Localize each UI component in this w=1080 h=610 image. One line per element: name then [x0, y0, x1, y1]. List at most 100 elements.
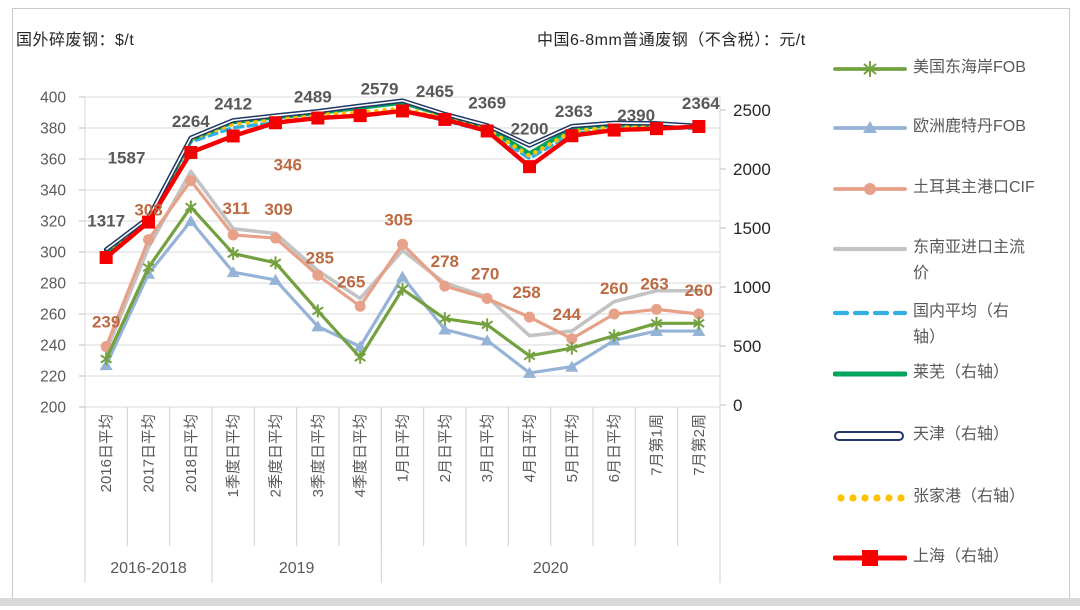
- x-axis-category-label: 2季度日平均: [268, 414, 285, 497]
- right-axis-tick-label: 2000: [733, 160, 771, 179]
- marker-triangle: [311, 320, 325, 332]
- marker-circle: [608, 308, 620, 320]
- series-line: [104, 169, 701, 354]
- x-axis-category-label: 3月日平均: [479, 414, 496, 482]
- x-axis-category-label: 2018日平均: [183, 414, 200, 492]
- series-shanghai-right: [99, 104, 706, 264]
- left-axis-tick-label: 340: [40, 183, 66, 200]
- series-tianjin-right: [103, 98, 702, 252]
- marker-asterisk: [396, 282, 409, 296]
- marker-square: [353, 109, 367, 123]
- series-line: [104, 179, 701, 349]
- data-label: 2390: [617, 106, 655, 125]
- data-label: 258: [512, 283, 540, 302]
- data-label: 239: [92, 313, 120, 332]
- data-label: 260: [600, 279, 628, 298]
- x-axis-category-label: 1月日平均: [395, 414, 412, 482]
- marker-circle: [651, 303, 662, 315]
- left-axis-tick-label: 220: [40, 369, 66, 386]
- marker-asterisk: [311, 304, 324, 318]
- marker-triangle: [480, 334, 494, 346]
- bottom-edge-strip: [0, 598, 1080, 606]
- marker-triangle: [523, 366, 536, 378]
- marker-square: [692, 120, 706, 134]
- data-label: 2579: [361, 80, 399, 99]
- x-axis-category-label: 2017日平均: [141, 414, 158, 492]
- series-southeast-asia-import: [104, 169, 701, 354]
- marker-square: [396, 104, 409, 118]
- marker-asterisk: [354, 350, 367, 364]
- left-axis-tick-label: 240: [40, 338, 66, 355]
- x-axis-category-label: 7月第1周: [648, 414, 666, 476]
- data-label: 263: [640, 274, 668, 293]
- x-axis-category-label: 1季度日平均: [225, 414, 242, 497]
- data-label: 1587: [108, 149, 146, 168]
- data-label: 244: [553, 305, 582, 324]
- marker-square: [523, 160, 536, 174]
- marker-circle: [481, 293, 493, 304]
- marker-circle: [524, 311, 535, 323]
- data-label: 2489: [294, 87, 332, 106]
- marker-asterisk: [692, 316, 705, 330]
- x-axis-category-label: 4季度日平均: [352, 414, 369, 497]
- series-europe-rotterdam-fob: [99, 215, 706, 378]
- data-label: 285: [306, 248, 334, 267]
- right-axis-tick-label: 1500: [733, 219, 771, 238]
- data-label: 2364: [682, 94, 720, 113]
- left-axis-tick-label: 300: [40, 245, 66, 262]
- marker-square: [607, 123, 621, 137]
- marker-square: [311, 111, 325, 125]
- right-axis-tick-label: 1000: [733, 278, 771, 297]
- x-axis-group-label: 2016-2018: [110, 560, 187, 577]
- x-axis-category-label: 4月日平均: [522, 414, 539, 482]
- data-label: 305: [384, 210, 412, 229]
- marker-asterisk: [523, 349, 536, 363]
- x-axis: 2016日平均 2017日平均 2018日平均 1季度日平均 2季度日平均 3季度日平均 4…: [84, 407, 721, 583]
- data-label: 2465: [416, 82, 454, 101]
- data-label: 346: [274, 156, 302, 175]
- marker-circle: [397, 238, 408, 250]
- marker-asterisk: [184, 200, 197, 214]
- marker-circle: [312, 269, 324, 281]
- data-label: 270: [471, 265, 499, 284]
- marker-asterisk: [608, 329, 621, 343]
- marker-square: [269, 116, 282, 130]
- marker-asterisk: [438, 312, 451, 326]
- x-axis-category-label: 6月日平均: [606, 414, 623, 482]
- left-axis-tick-label: 260: [40, 307, 66, 324]
- chart-frame: [12, 8, 1070, 598]
- marker-asterisk: [142, 261, 155, 274]
- marker-triangle: [438, 323, 452, 335]
- marker-circle: [143, 234, 154, 246]
- marker-circle: [693, 308, 705, 320]
- data-label: 309: [264, 200, 292, 219]
- marker-asterisk: [100, 352, 113, 366]
- right-axis-tick-label: 2500: [733, 101, 771, 120]
- data-label: 1317: [87, 212, 125, 231]
- data-label: 260: [685, 281, 713, 300]
- left-axis-tick-label: 280: [40, 276, 66, 293]
- marker-circle: [227, 229, 239, 241]
- marker-triangle: [692, 325, 706, 337]
- marker-triangle: [353, 340, 367, 352]
- marker-square: [438, 112, 452, 126]
- marker-square: [142, 215, 155, 229]
- marker-triangle: [269, 273, 282, 285]
- marker-square: [184, 145, 198, 159]
- right-axis-tick-label: 500: [733, 337, 761, 356]
- data-label: 311: [222, 199, 249, 218]
- series-us-east-coast-fob: [100, 200, 705, 366]
- marker-asterisk: [565, 341, 578, 355]
- marker-triangle: [565, 360, 579, 372]
- x-axis-category-label: 2016日平均: [98, 414, 115, 492]
- left-axis-tick-label: 400: [40, 90, 66, 107]
- marker-triangle: [226, 266, 240, 278]
- data-label: 2200: [511, 119, 549, 138]
- series-line-inner: [105, 99, 699, 251]
- marker-triangle: [184, 215, 198, 226]
- marker-circle: [185, 175, 197, 187]
- x-axis-category-label: 5月日平均: [564, 414, 581, 482]
- marker-square: [99, 251, 113, 264]
- data-label: 308: [134, 201, 162, 220]
